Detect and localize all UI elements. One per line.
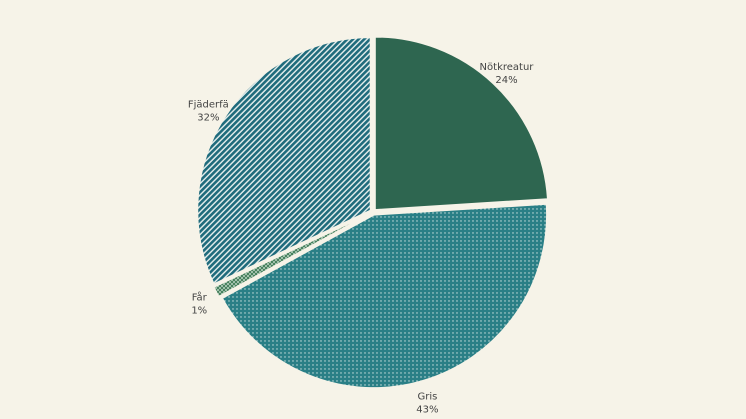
slice-label: Fjäderfä <box>188 100 229 111</box>
slice-value-label: 32% <box>197 113 219 124</box>
slice-value-label: 43% <box>416 404 438 415</box>
pie-slice <box>212 212 371 298</box>
pie-slice <box>374 36 549 211</box>
slice-value-label: 24% <box>495 75 517 86</box>
slice-label: Får <box>192 291 208 304</box>
slice-label: Gris <box>417 391 437 402</box>
slice-label: Nötkreatur <box>480 62 535 73</box>
pie-slice <box>221 203 548 389</box>
pie-slice <box>196 36 372 286</box>
slice-value-label: 1% <box>191 306 207 317</box>
